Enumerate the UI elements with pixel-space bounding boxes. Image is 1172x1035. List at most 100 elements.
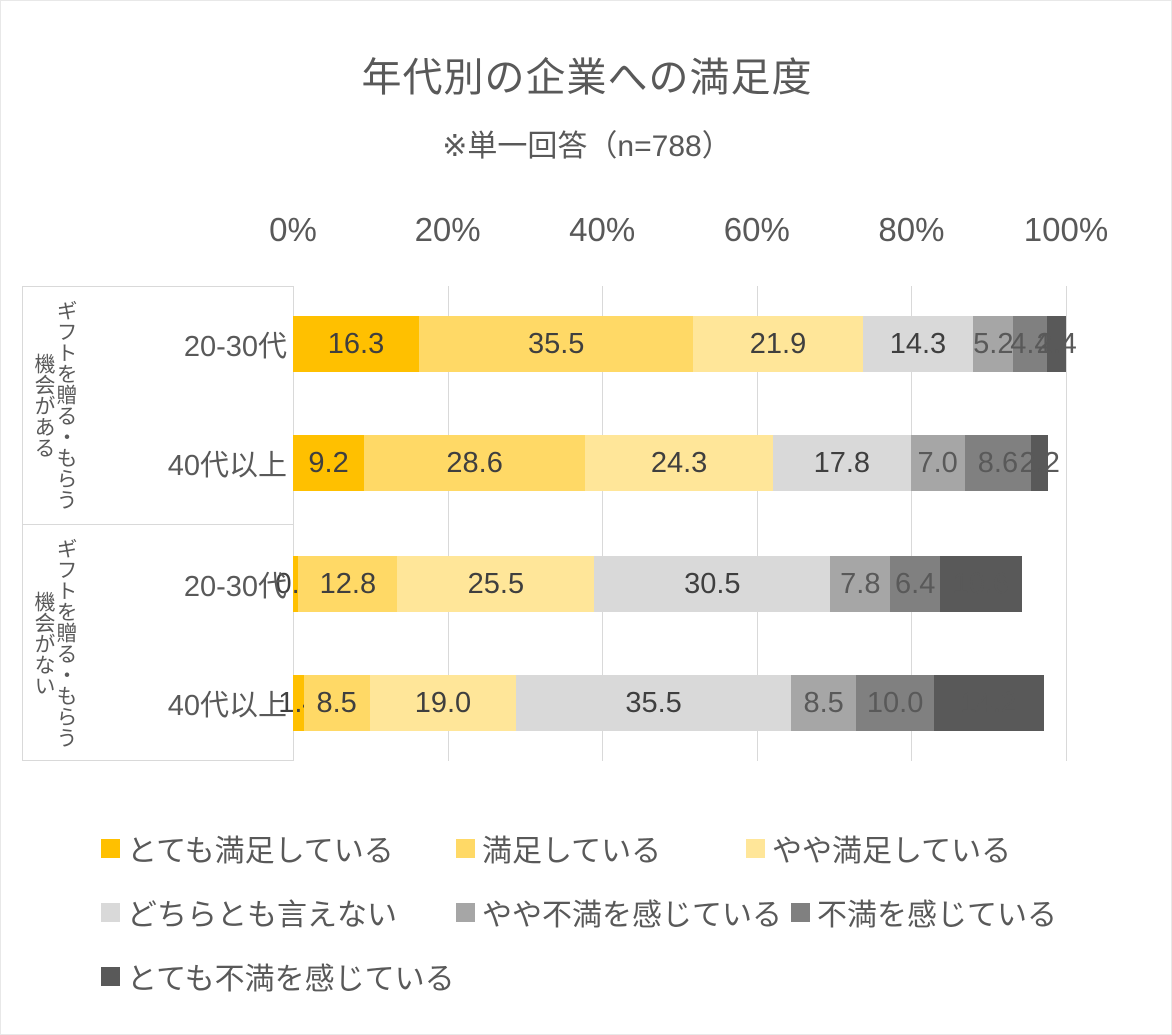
bar-value-label: 7.8	[840, 567, 881, 600]
bar-value-label: 24.3	[650, 446, 708, 479]
legend-label: やや満足している	[772, 835, 1012, 868]
bar-value-label: 9.2	[308, 446, 349, 479]
bar-value-label: 28.6	[446, 446, 503, 479]
bar-row[interactable]: 16.3 35.5 21.9 14.3 5.2 4.4 2.4	[293, 316, 1077, 372]
bar-segment[interactable]: 4.4	[1010, 316, 1051, 372]
bar-segment[interactable]: 7.8	[830, 556, 891, 612]
x-axis-tick-labels: 0% 20% 40% 60% 80% 100%	[1, 211, 1172, 259]
x-axis-tick-100: 100%	[1023, 211, 1109, 248]
bar-value-label: 10.6	[952, 567, 1010, 600]
bar-segment[interactable]: 35.5	[516, 675, 791, 731]
legend-label: とても満足している	[127, 835, 394, 868]
bar-segment[interactable]: 10.0	[856, 675, 934, 731]
x-axis-tick-40: 40%	[569, 211, 636, 248]
gridline	[756, 286, 758, 761]
bar-row[interactable]: 1.4 8.5 19.0 35.5 8.5 10.0 14.2	[278, 675, 1066, 731]
bar-segment[interactable]: 14.2	[933, 675, 1044, 731]
bar-segment[interactable]: 12.8	[298, 556, 398, 612]
bar-value-label: 14.3	[889, 327, 947, 360]
bar-segment[interactable]: 2.2	[1020, 435, 1060, 491]
bar-segment[interactable]: 25.5	[397, 556, 595, 612]
legend-label: とても不満を感じている	[127, 963, 455, 996]
legend-swatch-icon	[101, 966, 120, 986]
legend-swatch-icon	[791, 902, 810, 922]
bar-segment[interactable]: 1.4	[278, 675, 319, 731]
legend-swatch-icon	[456, 838, 475, 858]
legend-item-4[interactable]: やや不満を感じている	[456, 890, 782, 934]
bar-segment[interactable]: 24.3	[585, 435, 773, 491]
bar-value-label: 35.5	[527, 327, 585, 360]
bar-segment[interactable]: 19.0	[369, 675, 517, 731]
legend-item-3[interactable]: どちらとも言えない	[101, 890, 397, 934]
legend-label: どちらとも言えない	[127, 899, 397, 932]
bar-value-label: 8.5	[316, 686, 357, 719]
bar-value-label: 19.0	[414, 686, 472, 719]
gridline	[911, 286, 913, 761]
bar-value-label: 21.9	[749, 327, 807, 360]
legend-item-2[interactable]: やや満足している	[746, 826, 1011, 870]
bar-value-label: 12.8	[319, 567, 377, 600]
bar-value-label: 5.2	[973, 327, 1014, 360]
bar-value-label: 8.6	[977, 446, 1019, 479]
bar-row[interactable]: 0.7 12.8 25.5 30.5 7.8 6.4 10.6	[276, 556, 1066, 612]
bar-value-label: 8.5	[803, 686, 844, 719]
bar-segment[interactable]: 30.5	[594, 556, 831, 612]
bar-segment[interactable]: 7.0	[910, 435, 965, 491]
bar-value-label: 7.0	[917, 446, 958, 479]
y-axis-label-box	[22, 286, 294, 761]
bar-segment[interactable]: 35.5	[418, 316, 694, 372]
bar-value-label: 10.0	[866, 686, 924, 719]
bar-segment[interactable]: 14.3	[862, 316, 974, 372]
y-axis-category-label-3: 40代以上	[167, 690, 287, 722]
bar-segment[interactable]: 17.8	[773, 435, 911, 491]
bar-segment[interactable]: 6.4	[890, 556, 940, 612]
gridline	[602, 286, 604, 761]
y-axis-category-label-2: 20-30代	[183, 571, 287, 603]
y-axis-category-label-0: 20-30代	[183, 331, 287, 363]
bar-value-label: 30.5	[684, 567, 741, 600]
gridline	[293, 286, 294, 761]
plot-area: 16.3 35.5 21.9 14.3 5.2 4.4 2.4 9.2 28.6 24.3 17.8…	[22, 286, 1077, 761]
bars-region: 16.3 35.5 21.9 14.3 5.2 4.4 2.4 9.2 28.6 24.3 17.8…	[276, 286, 1077, 761]
y-axis-group-label-1: ギフトを贈る・もらう機会がない	[31, 538, 77, 748]
legend-item-1[interactable]: 満足している	[456, 826, 661, 870]
bar-segment[interactable]: 8.5	[303, 675, 370, 731]
x-axis-tick-60: 60%	[723, 211, 790, 248]
legend-item-0[interactable]: とても満足している	[101, 826, 394, 870]
legend-swatch-icon	[456, 902, 475, 922]
legend-item-5[interactable]: 不満を感じている	[791, 890, 1057, 934]
bar-segment[interactable]: 8.5	[790, 675, 857, 731]
bar-value-label: 4.4	[1010, 327, 1051, 360]
legend-row: どちらとも言えない やや不満を感じている 不満を感じている	[101, 880, 1061, 944]
bar-row[interactable]: 9.2 28.6 24.3 17.8 7.0 8.6 2.2	[293, 435, 1066, 491]
bar-value-label: 35.5	[625, 686, 682, 719]
chart-subtitle: ※単一回答（n=788）	[442, 130, 732, 163]
legend-label: やや不満を感じている	[482, 899, 782, 932]
legend-swatch-icon	[101, 902, 120, 922]
chart-legend: とても満足している 満足している やや満足しているどちらとも言えない やや不満を感じて…	[101, 816, 1061, 1008]
gridline	[447, 286, 449, 761]
legend-swatch-icon	[101, 838, 120, 858]
bar-segment[interactable]: 5.2	[973, 316, 1013, 372]
bar-value-label: 6.4	[895, 567, 936, 600]
y-axis-group-label-0: ギフトを贈る・もらう機会がある	[31, 300, 77, 510]
bar-segment[interactable]: 28.6	[364, 435, 586, 491]
bar-segment[interactable]: 2.4	[1037, 316, 1077, 372]
legend-label: 不満を感じている	[817, 899, 1057, 932]
gridline	[1066, 286, 1067, 761]
bar-value-label: 17.8	[813, 446, 871, 479]
bar-value-label: 16.3	[327, 327, 385, 360]
bar-segment[interactable]: 8.6	[964, 435, 1032, 491]
y-axis-group-divider	[23, 524, 294, 525]
bar-segment[interactable]: 16.3	[293, 316, 419, 372]
legend-swatch-icon	[746, 838, 765, 858]
bar-segment[interactable]: 21.9	[693, 316, 863, 372]
chart-title: 年代別の企業への満足度	[361, 56, 813, 100]
y-axis-category-label-1: 40代以上	[167, 450, 287, 482]
bar-segment[interactable]: 10.6	[939, 556, 1022, 612]
legend-item-6[interactable]: とても不満を感じている	[101, 954, 455, 998]
legend-row: とても不満を感じている	[101, 944, 1061, 1008]
bar-segment[interactable]: 9.2	[293, 435, 365, 491]
x-axis-tick-20: 20%	[414, 211, 481, 248]
